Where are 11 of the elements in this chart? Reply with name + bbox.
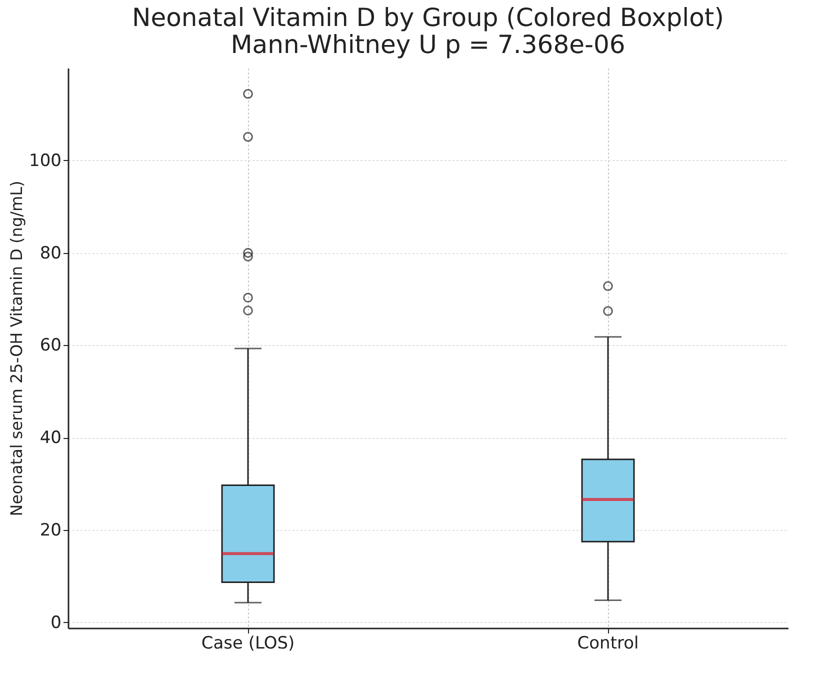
x-tick-label: Case (LOS) bbox=[201, 634, 295, 654]
y-tick-label: 40 bbox=[40, 428, 62, 448]
y-tick-label: 20 bbox=[40, 520, 62, 541]
y-tick-label: 0 bbox=[50, 612, 62, 633]
y-tick-label: 100 bbox=[29, 150, 62, 171]
x-tick-label: Control bbox=[577, 634, 639, 654]
y-tick-label: 80 bbox=[40, 243, 62, 264]
chart-title: Neonatal Vitamin D by Group (Colored Boxplot) bbox=[132, 3, 724, 32]
y-axis-title: Neonatal serum 25-OH Vitamin D (ng/mL) bbox=[7, 180, 26, 516]
chart-subtitle: Mann-Whitney U p = 7.368e-06 bbox=[230, 30, 626, 59]
y-tick-label: 60 bbox=[40, 336, 62, 356]
